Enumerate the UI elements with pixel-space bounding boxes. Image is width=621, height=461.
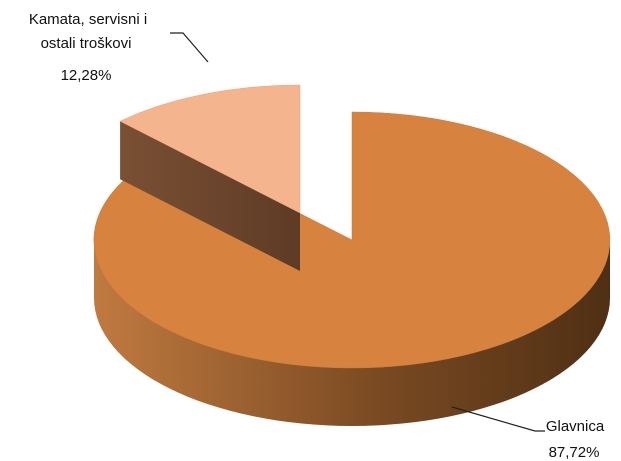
leader-line-small bbox=[170, 32, 209, 63]
pie-slice-main-side bbox=[94, 240, 610, 426]
slice-label-main: Glavnica bbox=[546, 418, 605, 435]
slice-label-small-line2: ostali troškovi bbox=[41, 35, 132, 52]
slice-value-main: 87,72% bbox=[549, 444, 600, 461]
slice-value-small: 12,28% bbox=[61, 67, 112, 84]
slice-label-small-line1: Kamata, servisni i bbox=[29, 11, 147, 28]
leader-line-main bbox=[451, 406, 545, 432]
pie-slice-small-side-left bbox=[120, 121, 300, 271]
pie-slice-small bbox=[119, 84, 301, 214]
